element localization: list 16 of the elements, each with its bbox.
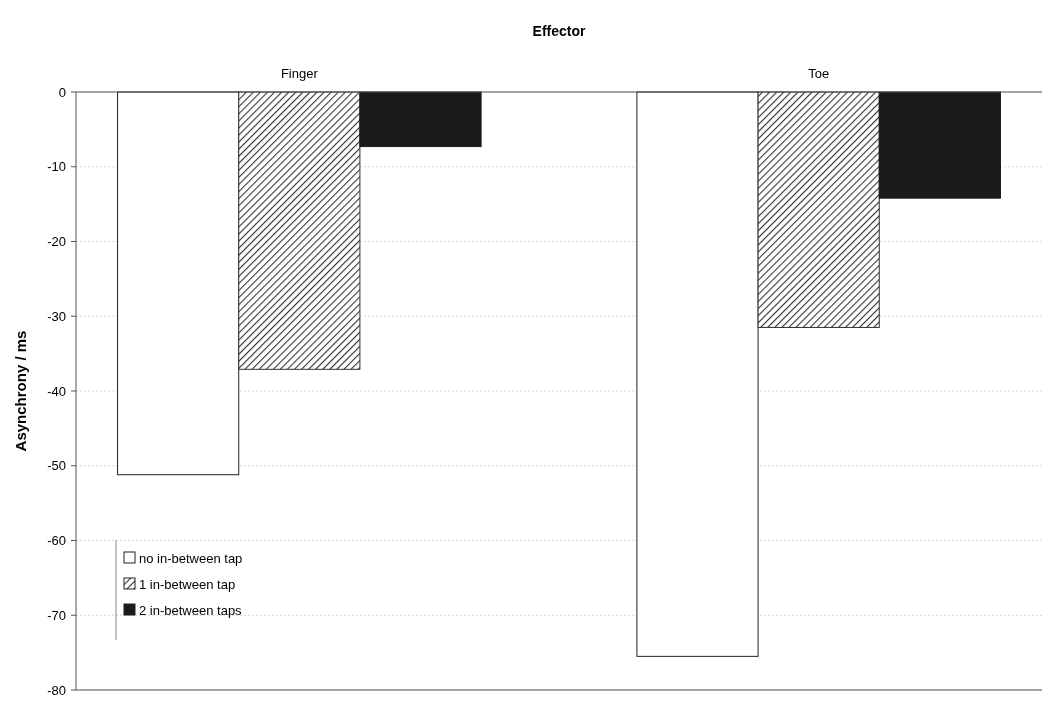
legend-label: 1 in-between tap [139, 576, 236, 592]
y-tick-label: 0 [58, 84, 66, 100]
y-tick-label: -20 [47, 234, 66, 250]
y-tick-label: -60 [47, 533, 66, 549]
x-tick-label: Finger [280, 66, 319, 81]
y-tick-label: -40 [47, 383, 66, 399]
y-tick-label: -70 [47, 607, 66, 623]
y-tick-label: -50 [47, 458, 66, 474]
legend-label: no in-between tap [139, 550, 243, 566]
x-tick-label: Toe [808, 66, 830, 81]
chart-title: Effector [532, 23, 586, 39]
y-tick-label: -30 [47, 308, 66, 324]
y-axis-title: Asynchrony / ms [12, 330, 29, 452]
legend-label: 2 in-between taps [139, 602, 243, 618]
y-tick-label: -10 [47, 159, 66, 175]
y-tick-label: -80 [47, 682, 66, 698]
